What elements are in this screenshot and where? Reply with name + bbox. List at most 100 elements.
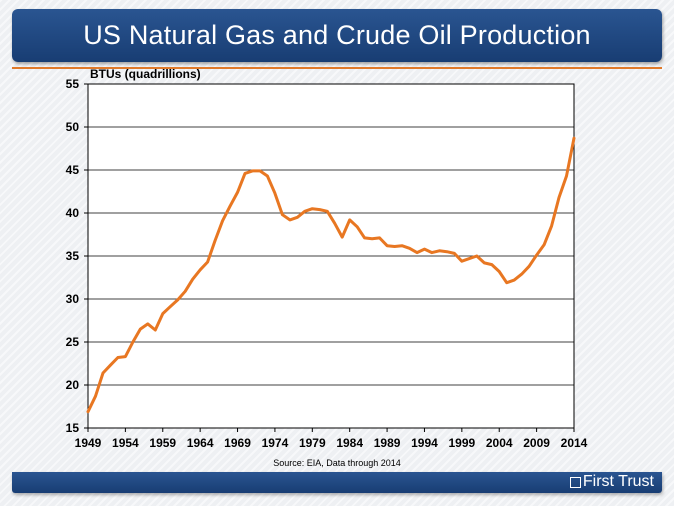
data-point (356, 225, 359, 228)
y-tick-label: 15 (66, 421, 80, 435)
data-point (228, 204, 232, 208)
y-tick-label: 30 (66, 292, 80, 306)
square-logo-icon (569, 476, 581, 488)
data-point (460, 260, 463, 263)
data-point (505, 281, 508, 284)
x-tick-label: 2009 (523, 436, 550, 450)
data-point (378, 236, 381, 240)
production-series-line (86, 136, 576, 414)
data-point (221, 219, 224, 222)
x-tick-label: 2014 (561, 436, 588, 450)
y-axis-label: BTUs (quadrillions) (90, 67, 201, 81)
x-axis-ticks: 1949 1954 1959 1964 1969 1974 1979 1984 1989 1994… (75, 428, 588, 450)
y-tick-label: 55 (66, 77, 80, 91)
source-note: Source: EIA, Data through 2014 (273, 458, 401, 468)
data-point (557, 196, 561, 199)
data-point (565, 174, 568, 178)
data-point (408, 247, 411, 250)
data-point (101, 371, 105, 375)
page-title: US Natural Gas and Crude Oil Production (83, 20, 591, 50)
data-point (438, 249, 441, 252)
data-point (206, 260, 209, 264)
data-point (333, 222, 336, 225)
x-tick-label: 1974 (262, 436, 289, 450)
data-point (475, 254, 478, 258)
data-point (318, 208, 321, 211)
x-tick-label: 1989 (374, 436, 401, 450)
x-tick-label: 1979 (299, 436, 326, 450)
data-point (550, 224, 553, 228)
data-point (131, 340, 135, 344)
data-point (453, 252, 456, 255)
data-point (213, 239, 217, 242)
y-tick-label: 35 (66, 249, 80, 263)
data-point (281, 213, 284, 216)
data-point (296, 216, 299, 219)
x-tick-label: 1959 (149, 436, 176, 450)
data-point (520, 272, 523, 276)
data-point (258, 169, 262, 173)
x-tick-label: 2004 (486, 436, 513, 450)
data-point (139, 327, 142, 331)
data-point (124, 355, 127, 358)
data-point (273, 192, 277, 195)
footer-bar: First Trust (12, 472, 662, 493)
data-point (199, 268, 202, 271)
data-point (154, 328, 157, 332)
gridlines (88, 126, 574, 386)
data-point (542, 243, 546, 246)
data-point (572, 137, 576, 140)
title-banner: US Natural Gas and Crude Oil Production (12, 9, 662, 62)
y-tick-label: 20 (66, 378, 80, 392)
data-point (191, 278, 194, 281)
y-tick-label: 40 (66, 206, 80, 220)
accent-divider (12, 67, 662, 69)
data-point (326, 210, 329, 213)
data-point (184, 290, 187, 293)
data-point (266, 174, 269, 178)
data-point (288, 218, 292, 222)
y-tick-label: 50 (66, 120, 80, 134)
data-point (468, 257, 471, 260)
y-tick-label: 45 (66, 163, 80, 177)
data-point (109, 364, 112, 367)
data-point (161, 312, 164, 315)
data-point (445, 250, 449, 253)
x-tick-label: 1949 (75, 436, 102, 450)
data-point (169, 305, 172, 308)
x-tick-label: 1994 (411, 436, 438, 450)
y-axis-ticks: 15 20 25 30 35 40 45 50 55 (66, 77, 88, 435)
data-point (393, 245, 396, 248)
data-point (430, 251, 434, 254)
data-point (116, 356, 120, 359)
data-point (341, 235, 344, 239)
data-point (86, 410, 90, 413)
data-point (423, 247, 426, 251)
brand-name: First Trust (582, 473, 654, 490)
data-point (400, 244, 404, 247)
data-point (94, 395, 97, 398)
data-point (236, 191, 239, 194)
x-tick-label: 1964 (187, 436, 214, 450)
data-point (490, 263, 493, 266)
data-point (363, 236, 366, 240)
x-tick-label: 1969 (224, 436, 251, 450)
x-tick-label: 1984 (336, 436, 363, 450)
data-point (146, 322, 149, 326)
x-tick-label: 1954 (112, 436, 139, 450)
data-point (243, 172, 247, 175)
x-tick-label: 1999 (448, 436, 475, 450)
data-point (513, 278, 516, 282)
brand-logo: First Trust (569, 473, 654, 491)
data-point (251, 169, 254, 173)
data-point (311, 207, 314, 210)
data-point (385, 244, 389, 247)
data-point (498, 270, 501, 273)
series-points (86, 137, 576, 413)
data-point (176, 298, 179, 302)
y-tick-label: 25 (66, 335, 80, 349)
data-point (348, 218, 351, 222)
data-point (527, 265, 531, 268)
data-point (370, 237, 374, 240)
